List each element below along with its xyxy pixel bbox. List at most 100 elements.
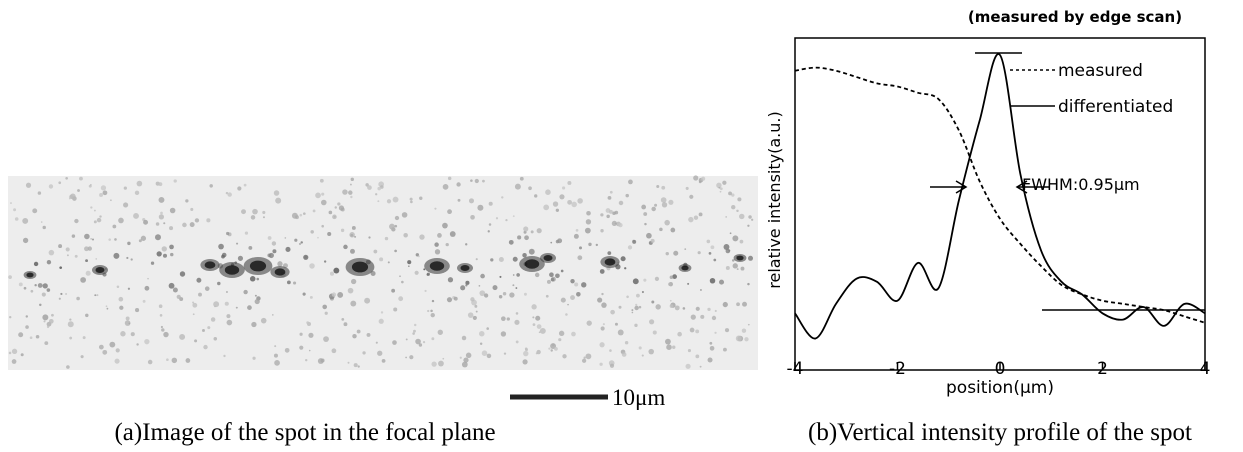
speckle [393, 307, 398, 312]
speckle [308, 332, 314, 338]
speckle [298, 242, 302, 246]
speckle [724, 328, 730, 333]
speckle [742, 301, 747, 307]
speckle [51, 313, 54, 317]
speckle [465, 280, 470, 285]
speckle [528, 186, 532, 191]
speckle [11, 359, 17, 364]
speckle [655, 304, 661, 310]
speckle [321, 192, 325, 196]
spot-core [204, 261, 216, 269]
speckle [65, 293, 67, 295]
speckle [576, 291, 581, 297]
speckle [474, 304, 478, 308]
speckle [254, 294, 257, 297]
speckle [465, 243, 468, 246]
speckle [672, 345, 676, 349]
speckle [470, 297, 475, 302]
speckle [419, 234, 425, 240]
speckle [342, 189, 348, 195]
speckle [550, 343, 557, 350]
caption-b: (b)Vertical intensity profile of the spo… [808, 419, 1192, 446]
speckle [631, 309, 634, 312]
speckle [559, 194, 565, 200]
speckle [379, 257, 384, 262]
speckle [482, 179, 485, 183]
speckle [651, 206, 656, 212]
speckle [478, 284, 481, 287]
speckle [618, 305, 622, 309]
speckle [150, 261, 155, 265]
speckle [677, 331, 682, 337]
speckle [574, 282, 579, 287]
speckle [365, 183, 369, 187]
image-background [8, 176, 758, 370]
speckle [571, 331, 576, 337]
speckle [515, 340, 519, 344]
speckle [571, 201, 577, 208]
speckle [567, 303, 569, 306]
speckle [251, 321, 257, 328]
speckle [247, 305, 252, 310]
speckle [312, 209, 316, 213]
speckle [350, 278, 357, 285]
speckle [213, 337, 218, 341]
speckle [517, 235, 522, 240]
speckle [207, 326, 211, 330]
speckle [522, 359, 528, 365]
speckle [461, 335, 467, 341]
speckle [550, 241, 553, 244]
speckle [337, 202, 341, 206]
speckle [627, 245, 633, 250]
speckle [96, 217, 102, 223]
speckle [669, 299, 672, 302]
speckle [362, 351, 366, 355]
speckle [66, 254, 69, 257]
speckle [113, 252, 120, 259]
speckle [648, 348, 654, 355]
speckle [695, 306, 700, 311]
spot-image [8, 175, 758, 370]
speckle [391, 288, 396, 293]
speckle [123, 202, 129, 208]
speckle [310, 230, 314, 234]
speckle [693, 215, 699, 220]
spot-core [429, 261, 445, 271]
speckle [308, 349, 311, 352]
speckle [736, 209, 739, 213]
speckle [169, 207, 176, 214]
speckle [267, 236, 272, 240]
speckle [709, 277, 716, 284]
speckle [560, 269, 564, 273]
speckle [329, 271, 335, 276]
speckle [338, 205, 345, 211]
speckle [747, 255, 754, 261]
speckle [708, 252, 712, 255]
speckle [668, 282, 672, 286]
speckle [718, 186, 721, 189]
speckle [84, 233, 90, 240]
speckle [621, 352, 627, 357]
speckle [434, 249, 441, 255]
speckle [515, 287, 518, 289]
speckle [85, 259, 88, 263]
speckle [337, 292, 344, 298]
speckle [25, 315, 28, 318]
speckle [456, 182, 461, 187]
speckle [41, 292, 46, 297]
speckle [422, 341, 426, 344]
speckle [192, 302, 198, 308]
speckle [445, 242, 449, 247]
speckle [343, 322, 348, 327]
speckle [586, 210, 591, 216]
speckle [179, 333, 186, 340]
speckle [415, 338, 421, 345]
speckle [741, 328, 747, 333]
speckle [713, 258, 717, 262]
speckle [725, 265, 730, 270]
speckle [503, 352, 507, 355]
speckle [646, 232, 652, 239]
speckle [243, 183, 247, 187]
speckle [9, 315, 12, 319]
speckle [739, 213, 745, 220]
